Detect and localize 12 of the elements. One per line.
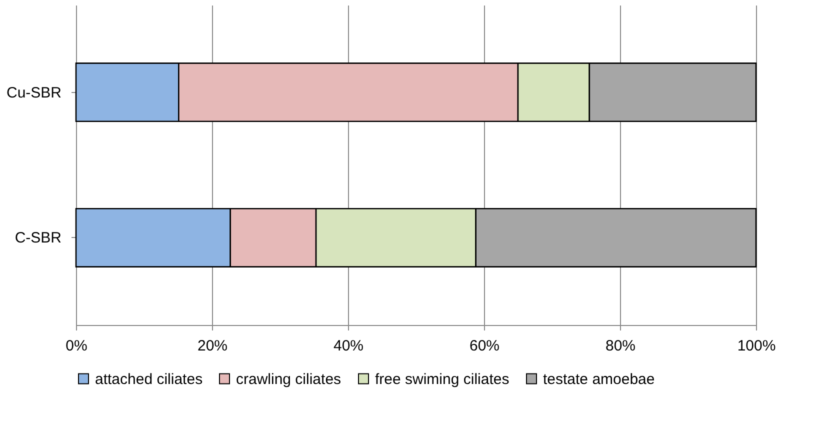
- x-tick-label: 60%: [469, 338, 500, 354]
- x-tick-label: 20%: [197, 338, 228, 354]
- legend-label: testate amoebae: [543, 370, 655, 388]
- legend-label: crawling ciliates: [236, 370, 342, 388]
- x-tick-label: 40%: [333, 338, 364, 354]
- y-tick-label: Cu-SBR: [6, 84, 62, 102]
- x-tick-label: 80%: [605, 338, 636, 354]
- y-tick-label: C-SBR: [14, 230, 62, 247]
- x-tick-label: 0%: [66, 338, 88, 354]
- legend-label: free swiming ciliates: [375, 370, 510, 388]
- legend-label: attached ciliates: [95, 370, 203, 388]
- x-tick-label: 100%: [737, 338, 776, 354]
